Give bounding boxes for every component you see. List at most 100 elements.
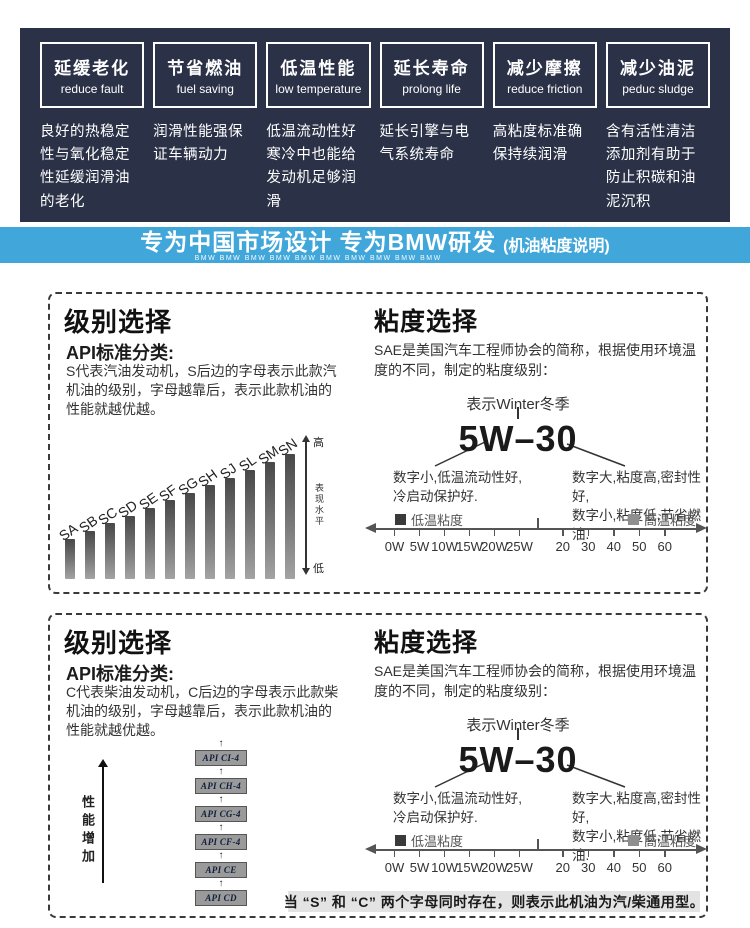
bar [205, 485, 215, 579]
tick-label: 60 [657, 860, 672, 875]
bar-column: SN [275, 435, 300, 579]
axis-tick: 30 [576, 850, 602, 875]
temperature-axis: 0W 5W 10W [365, 839, 707, 885]
gasoline-panel-body: S代表汽油发动机，S后边的字母表示此款汽机油的级别，字母越靠后，表示此款机油的性… [66, 363, 337, 417]
legend-low-temp: 低温粘度 [395, 510, 463, 529]
benefit-title-en: reduce fault [60, 82, 124, 96]
api-grade-box: API CF-4 [195, 834, 247, 850]
diesel-panel-title: 级别选择 [64, 628, 173, 658]
axis-tick: 20W [481, 529, 508, 554]
viscosity-body: SAE是美国汽车工程师协会的简称，根据使用环境温度的不同，制定的粘度级别： [374, 663, 697, 699]
axis-tick: 15W [456, 529, 483, 554]
tick-label: 40 [606, 539, 621, 554]
tick-label: 60 [657, 539, 672, 554]
legend-swatch-gray [628, 514, 639, 525]
bar-column: SH [195, 466, 220, 579]
benefit-description: 延长引擎与电气系统寿命 [379, 124, 470, 164]
tick-label: 30 [581, 539, 596, 554]
benefit-title-box: 延缓老化 reduce fault [40, 42, 145, 108]
bar-column: SE [136, 489, 160, 579]
tick-label: 15W [456, 539, 483, 554]
tick-mark [562, 529, 564, 536]
axis-tick: 40 [601, 529, 627, 554]
temperature-axis: 0W 5W 10W [365, 518, 707, 564]
winter-ticks: 0W 5W 10W [382, 529, 533, 554]
benefit-title-box: 延长寿命 prolong life [379, 42, 484, 108]
bar-column: SF [156, 481, 180, 579]
benefit-list: 延缓老化 reduce fault 良好的热稳定性与氧化稳定性延缓润滑油的老化 … [40, 42, 711, 212]
arrow-up-icon [302, 435, 310, 442]
api-grade-box: API CH-4 [195, 778, 247, 794]
bar [145, 508, 155, 579]
arrow-up-icon [98, 759, 108, 767]
gasoline-grade-bar-chart: SA SB SC SD SE [56, 404, 300, 579]
bar-column: SD [115, 497, 140, 579]
benefit-description: 润滑性能强保证车辆动力 [153, 124, 244, 164]
up-arrow-icon: ↑ [218, 850, 224, 861]
axis-tick: 10W [431, 850, 458, 875]
benefit-title-box: 减少摩擦 reduce friction [492, 42, 597, 108]
banner-subtitle: (机油粘度说明) [503, 238, 610, 255]
combined-grade-note: 当 “S” 和 “C” 两个字母同时存在，则表示此机油为汽/柴通用型。 [284, 891, 704, 912]
winter-ticks: 0W 5W 10W [382, 850, 533, 875]
axis-line [102, 765, 104, 883]
bar-column: SA [56, 520, 80, 579]
tick-mark [664, 850, 666, 857]
benefit-title: 减少摩擦 [506, 59, 583, 78]
tick-mark [518, 529, 521, 536]
diesel-panel: 级别选择 API标准分类: C代表柴油发动机，C后边的字母表示此款柴机油的级别，… [48, 613, 708, 918]
tick-label: 20W [481, 539, 508, 554]
benefit-title: 低温性能 [280, 59, 357, 78]
axis-tick: 50 [627, 850, 653, 875]
legend-swatch-dark [395, 835, 406, 846]
bar [265, 462, 275, 579]
arrow-down-icon [302, 568, 310, 575]
legend-high-label: 高温粘度 [644, 513, 697, 528]
viscosity-block: 粘度选择 SAE是美国汽车工程师协会的简称，根据使用环境温度的不同，制定的粘度级… [365, 615, 710, 916]
gasoline-panel-subtitle: API标准分类: [66, 343, 174, 363]
legend-high-temp: 高温粘度 [628, 510, 696, 529]
axis-arrow-right-icon [696, 523, 707, 533]
tick-label: 20 [555, 539, 570, 554]
legend-high-temp: 高温粘度 [628, 831, 696, 850]
summer-number-note: 数字大,粘度高,密封性好, 数字小,粘度低,节省燃油. [572, 470, 702, 542]
axis-center-tick [537, 518, 539, 529]
tick-label: 0W [384, 860, 405, 875]
tick-mark [518, 850, 521, 857]
up-arrow-icon: ↑ [218, 766, 224, 777]
tick-mark [638, 850, 640, 857]
tick-label: 40 [606, 860, 621, 875]
tick-mark [393, 529, 396, 536]
axis-tick: 15W [456, 850, 483, 875]
benefit-title-box: 低温性能 low temperature [266, 42, 371, 108]
benefit-title-en: peduc sludge [622, 82, 694, 96]
axis-tick: 20 [550, 529, 576, 554]
axis-tick: 30 [576, 529, 602, 554]
viscosity-grade: 5W–30 [458, 418, 578, 459]
legend-low-label: 低温粘度 [411, 513, 464, 528]
axis-arrow-right-icon [696, 844, 707, 854]
viscosity-title: 粘度选择 [374, 629, 479, 657]
grade-connector-lines [434, 728, 626, 788]
tick-mark [418, 850, 421, 857]
tick-label: 20 [555, 860, 570, 875]
gasoline-panel: 级别选择 API标准分类: S代表汽油发动机，S后边的字母表示此款汽机油的级别，… [48, 292, 708, 594]
benefit-item: 减少油泥 peduc sludge 含有活性清洁添加剂有助于防止积碳和油泥沉积 [605, 42, 711, 212]
bar-column: SG [175, 474, 201, 579]
bar [65, 539, 75, 579]
axis-tick: 50 [627, 529, 653, 554]
axis-high-label: 高 [313, 437, 324, 449]
up-arrow-icon: ↑ [218, 794, 224, 805]
tick-label: 50 [632, 539, 647, 554]
bar-column: SM [255, 442, 281, 579]
tick-mark [613, 850, 615, 857]
tick-mark [493, 529, 496, 536]
tick-mark [638, 529, 640, 536]
tick-mark [418, 529, 421, 536]
legend-swatch-gray [628, 835, 639, 846]
gasoline-panel-title: 级别选择 [64, 307, 173, 337]
tick-mark [664, 529, 666, 536]
viscosity-block: 粘度选择 SAE是美国汽车工程师协会的简称，根据使用环境温度的不同，制定的粘度级… [365, 294, 710, 592]
banner-title: 专为中国市场设计 专为BMW研发 [140, 229, 497, 255]
